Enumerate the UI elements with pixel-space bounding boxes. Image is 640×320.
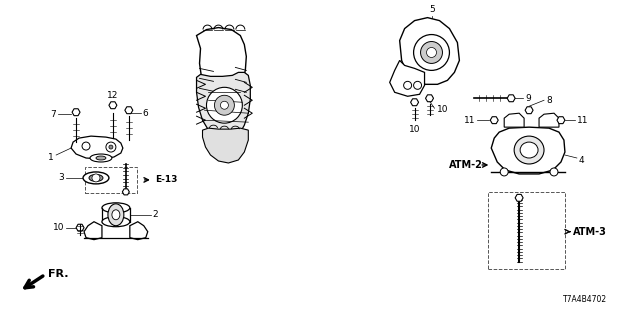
Polygon shape [507, 95, 515, 102]
Polygon shape [196, 72, 250, 140]
Polygon shape [399, 18, 460, 84]
Circle shape [82, 142, 90, 150]
Ellipse shape [96, 156, 106, 160]
Ellipse shape [83, 172, 109, 184]
Text: 8: 8 [546, 96, 552, 105]
Ellipse shape [102, 203, 130, 213]
Polygon shape [525, 107, 533, 114]
Text: 1: 1 [49, 153, 54, 162]
Polygon shape [76, 224, 84, 231]
Circle shape [220, 101, 228, 109]
Ellipse shape [89, 174, 103, 181]
Polygon shape [84, 222, 102, 240]
Circle shape [404, 81, 412, 89]
Polygon shape [490, 117, 498, 124]
Polygon shape [411, 99, 419, 106]
Polygon shape [426, 95, 433, 102]
Text: ATM-3: ATM-3 [573, 227, 607, 237]
Circle shape [413, 35, 449, 70]
Circle shape [214, 95, 234, 115]
Circle shape [500, 168, 508, 176]
Polygon shape [130, 222, 148, 240]
Polygon shape [492, 127, 565, 174]
Text: 5: 5 [429, 4, 435, 14]
Polygon shape [515, 194, 523, 201]
Text: 10: 10 [52, 223, 64, 232]
Polygon shape [390, 60, 424, 96]
Circle shape [106, 142, 116, 152]
Polygon shape [557, 117, 565, 124]
Text: 2: 2 [153, 210, 158, 219]
Polygon shape [109, 102, 117, 109]
Circle shape [550, 168, 558, 176]
Circle shape [413, 81, 422, 89]
Circle shape [207, 87, 243, 123]
Text: 6: 6 [143, 109, 148, 118]
Text: 3: 3 [58, 173, 64, 182]
Ellipse shape [514, 136, 544, 164]
Polygon shape [72, 109, 80, 116]
Circle shape [109, 145, 113, 149]
Ellipse shape [108, 204, 124, 226]
Polygon shape [122, 189, 129, 195]
Polygon shape [196, 28, 246, 93]
Polygon shape [539, 113, 559, 127]
Circle shape [426, 47, 436, 58]
Polygon shape [125, 107, 133, 114]
Text: T7A4B4702: T7A4B4702 [563, 295, 607, 304]
Text: FR.: FR. [48, 268, 68, 278]
Polygon shape [504, 113, 524, 127]
Text: 11: 11 [464, 116, 476, 125]
Ellipse shape [102, 217, 130, 227]
Text: 7: 7 [51, 110, 56, 119]
Text: 10: 10 [409, 125, 420, 134]
Text: 11: 11 [577, 116, 588, 125]
Text: 10: 10 [436, 105, 448, 114]
Text: 4: 4 [579, 156, 584, 164]
Ellipse shape [520, 142, 538, 158]
Text: 9: 9 [525, 94, 531, 103]
Text: E-13: E-13 [155, 175, 177, 184]
Circle shape [92, 174, 100, 182]
Circle shape [420, 42, 442, 63]
Polygon shape [71, 136, 123, 159]
Polygon shape [202, 128, 248, 163]
Text: 12: 12 [108, 91, 118, 100]
Text: ATM-2: ATM-2 [449, 160, 483, 170]
Ellipse shape [112, 210, 120, 220]
Ellipse shape [90, 154, 112, 162]
